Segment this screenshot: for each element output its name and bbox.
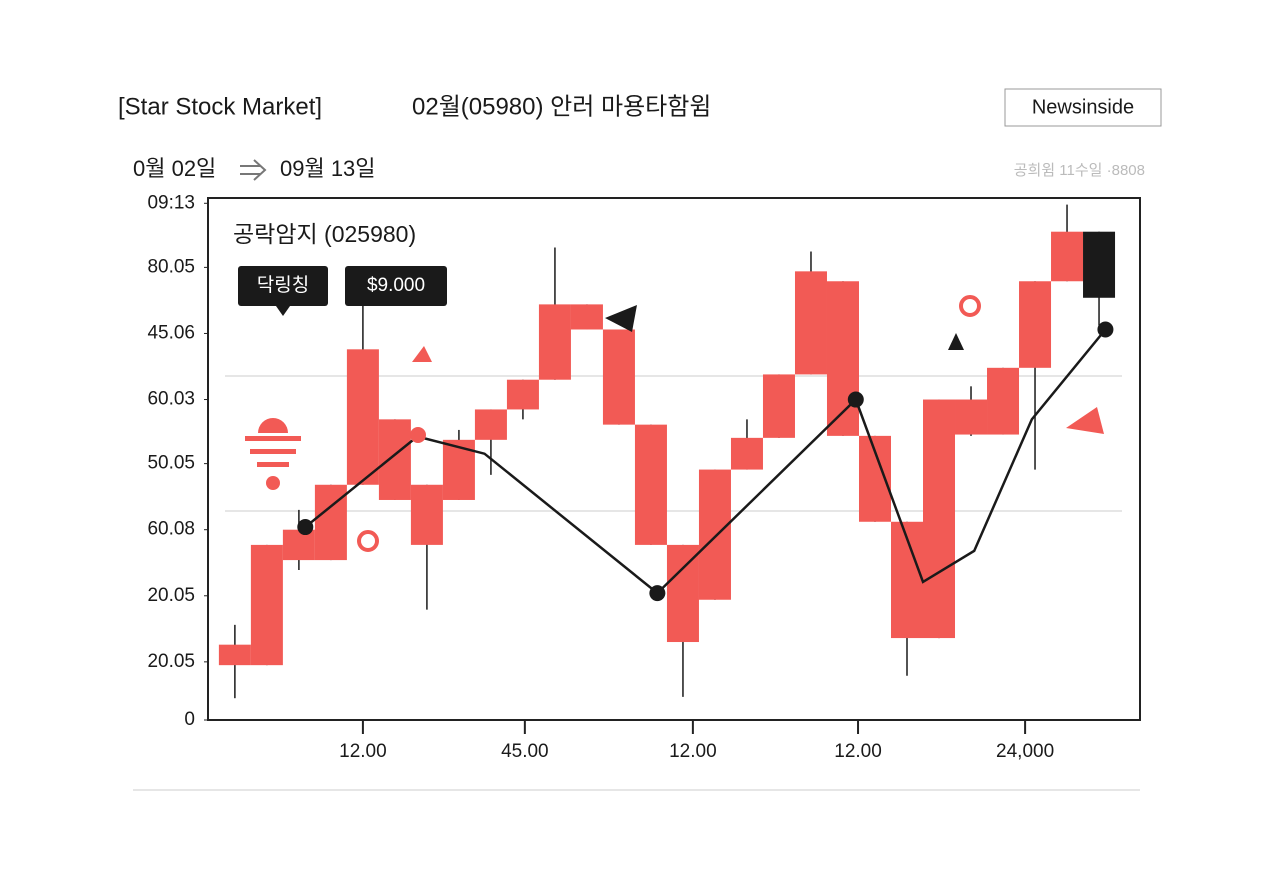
- decor-icon: [245, 418, 301, 490]
- button-label[interactable]: Newsinside: [1032, 96, 1134, 118]
- candle-body: [282, 529, 315, 561]
- point: [1097, 321, 1114, 338]
- candle-body: [1051, 231, 1084, 282]
- candle-body: [1019, 281, 1052, 368]
- x-tick-label: 45.00: [501, 741, 549, 762]
- candle-body: [474, 409, 507, 440]
- tooltip-text: 닥링칭: [257, 274, 309, 296]
- decor-triangle: [412, 346, 432, 362]
- candle-body: [602, 329, 635, 425]
- y-tick-label: 20.05: [147, 651, 195, 672]
- tooltip-pointer: [276, 306, 290, 316]
- point: [297, 519, 314, 536]
- candle-body: [923, 399, 956, 639]
- x-tick-label: 12.00: [834, 741, 882, 762]
- candle-body: [570, 304, 603, 330]
- candle-body: [506, 379, 539, 410]
- candle-body: [378, 419, 411, 500]
- y-tick-label: 50.05: [147, 453, 195, 474]
- candle-body: [762, 374, 795, 438]
- candle-body: [250, 544, 283, 666]
- y-tick-label: 60.08: [147, 519, 195, 540]
- decor-ring: [357, 530, 379, 552]
- y-tick-label: 45.06: [147, 322, 195, 343]
- plot-frame: [207, 197, 1141, 721]
- candle-body: [987, 367, 1020, 435]
- candle-body: [666, 544, 699, 643]
- note: 공희윔 11수일 ·8808: [1014, 162, 1145, 179]
- y-tick-label: 20.05: [147, 585, 195, 606]
- site-title: [Star Stock Market]: [118, 93, 322, 120]
- decor-triangle: [605, 305, 637, 332]
- date-to: 09월 13일: [280, 156, 376, 181]
- headline: 02월(05980) 안러 마용타함윔: [412, 93, 711, 120]
- chart-label: 공락암지 (025980): [233, 221, 416, 247]
- x-tick-label: 12.00: [339, 741, 387, 762]
- date-from: 0월 02일: [133, 156, 216, 181]
- candle-body: [698, 469, 731, 600]
- y-tick-label: 09:13: [147, 192, 195, 213]
- candle-body: [634, 424, 667, 545]
- y-tick-label: 80.05: [147, 256, 195, 277]
- candle-body: [410, 484, 443, 545]
- candle-body: [346, 349, 379, 485]
- x-tick-label: 12.00: [669, 741, 717, 762]
- decor-triangle: [948, 333, 964, 350]
- y-tick-label: 60.03: [147, 389, 195, 410]
- candle-body: [826, 281, 859, 436]
- tooltip-text: $9.000: [367, 275, 425, 296]
- decor-triangle: [1066, 407, 1104, 434]
- candle-body: [218, 644, 251, 666]
- button-frame[interactable]: [1004, 88, 1162, 127]
- tooltip: [238, 266, 328, 306]
- candle-body: [730, 437, 763, 470]
- marks: [218, 204, 1116, 699]
- decor-dot: [410, 427, 426, 443]
- y-tick-label: 0: [184, 709, 195, 730]
- point: [649, 585, 666, 602]
- candle-body: [955, 399, 988, 435]
- date-arrow: [240, 159, 267, 181]
- decor-ring: [959, 295, 981, 317]
- tooltip: [345, 266, 447, 306]
- x-tick-label: 24,000: [996, 741, 1054, 762]
- candle-body: [1083, 231, 1116, 298]
- candle-body: [794, 271, 827, 375]
- point: [847, 391, 864, 408]
- candle-body: [538, 304, 571, 380]
